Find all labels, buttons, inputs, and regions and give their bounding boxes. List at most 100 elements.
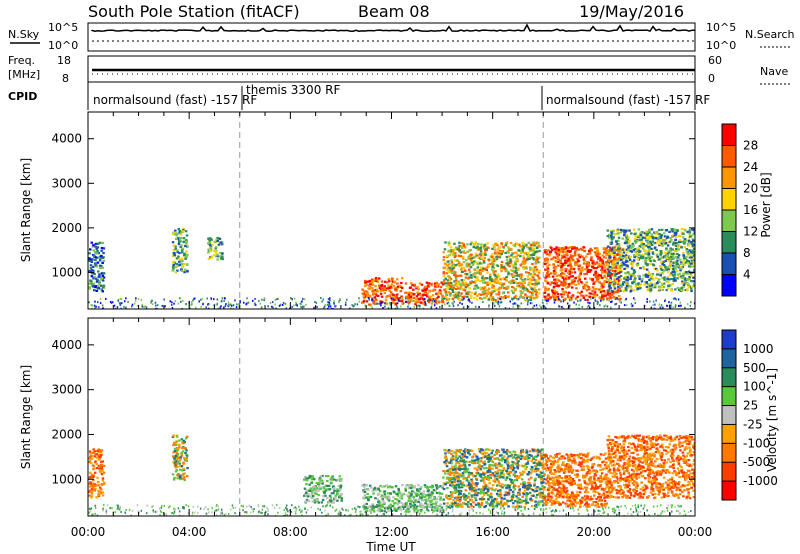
power-echo-cell-6 (558, 259, 562, 262)
power-clutter-cell (447, 301, 450, 304)
power-echo-cell-7 (689, 241, 693, 244)
power-echo-cell-5 (489, 294, 493, 297)
power-echo-cell-6 (594, 290, 597, 293)
power-clutter-cell (328, 301, 330, 304)
power-echo-cell-5 (463, 289, 467, 292)
power-echo-cell-7 (638, 238, 641, 241)
power-echo-cell-5 (455, 292, 459, 295)
power-echo-cell-7 (693, 231, 695, 234)
power-clutter-cell (171, 307, 174, 309)
cpid-segment-1: normalsound (fast) -157 RF (93, 93, 257, 107)
power-echo-cell-0 (97, 284, 100, 287)
velocity-echo-cell-3 (409, 485, 412, 488)
power-echo-cell-5 (519, 245, 522, 248)
power-echo-cell-5 (482, 259, 485, 262)
velocity-echo-cell-4 (497, 503, 500, 506)
power-echo-cell-5 (502, 287, 506, 290)
power-echo-cell-3 (380, 280, 384, 283)
velocity-echo-cell-1 (176, 477, 179, 480)
power-echo-cell-6 (602, 285, 605, 288)
power-clutter-cell (224, 305, 227, 308)
velocity-echo-cell-4 (488, 482, 491, 485)
velocity-echo-cell-2 (305, 500, 308, 503)
power-echo-cell-5 (504, 244, 507, 247)
power-echo-cell-3 (395, 293, 399, 296)
power-echo-cell-6 (590, 248, 593, 252)
power-echo-cell-5 (530, 254, 533, 257)
power-clutter-cell (693, 302, 695, 305)
power-echo-cell-5 (442, 272, 446, 275)
power-echo-cell-6 (553, 292, 556, 295)
power-echo-cell-0 (97, 275, 101, 279)
power-echo-cell-7 (623, 242, 627, 245)
power-colorbar-label-3: 16 (743, 203, 758, 217)
power-echo-cell-5 (479, 271, 482, 274)
velocity-echo-cell-1 (174, 443, 178, 447)
velocity-echo-cell-2 (309, 487, 312, 490)
velocity-echo-cell-2 (325, 484, 329, 487)
velocity-echo-cell-1 (178, 465, 182, 468)
power-clutter-cell (602, 299, 604, 301)
velocity-echo-cell-4 (504, 491, 508, 494)
power-echo-cell-5 (479, 297, 482, 300)
velocity-echo-cell-2 (333, 489, 336, 492)
power-clutter-cell (368, 298, 370, 301)
power-echo-cell-7 (620, 285, 623, 288)
power-clutter-cell (658, 303, 660, 306)
velocity-echo-cell-0 (103, 481, 106, 484)
power-echo-cell-7 (620, 262, 623, 265)
power-echo-cell-4 (434, 300, 438, 303)
velocity-echo-cell-0 (88, 460, 91, 463)
velocity-echo-cell-3 (385, 484, 388, 487)
power-echo-cell-7 (616, 247, 620, 250)
velocity-echo-cell-0 (98, 491, 101, 495)
power-echo-cell-5 (523, 281, 526, 284)
power-echo-cell-6 (584, 284, 588, 287)
velocity-echo-cell-3 (387, 509, 390, 512)
power-echo-cell-5 (460, 245, 463, 248)
power-echo-cell-6 (575, 261, 579, 264)
velocity-echo-cell-3 (401, 492, 404, 495)
power-echo-cell-7 (611, 237, 614, 240)
power-echo-cell-5 (451, 290, 455, 294)
power-echo-cell-7 (682, 259, 685, 262)
power-clutter-cell (394, 307, 397, 309)
nsearch-label: N.Search (745, 28, 795, 41)
power-echo-cell-4 (408, 299, 412, 302)
power-echo-cell-5 (534, 262, 537, 265)
power-echo-cell-5 (500, 266, 504, 269)
velocity-echo-cell-3 (362, 496, 366, 499)
velocity-echo-cell-3 (435, 500, 438, 503)
power-clutter-cell (316, 306, 318, 308)
power-echo-cell-3 (400, 281, 403, 285)
power-echo-cell-6 (561, 290, 565, 293)
power-echo-cell-6 (581, 248, 584, 251)
power-echo-cell-0 (91, 245, 95, 248)
power-echo-cell-1 (174, 271, 178, 274)
power-echo-cell-7 (679, 288, 683, 291)
power-clutter-cell (210, 297, 212, 300)
velocity-echo-cell-4 (516, 467, 520, 470)
power-echo-cell-5 (452, 294, 455, 297)
power-echo-cell-7 (656, 269, 659, 272)
power-echo-cell-7 (649, 285, 652, 288)
power-echo-cell-2 (214, 247, 217, 250)
power-clutter-cell (281, 304, 284, 306)
power-echo-cell-4 (414, 303, 417, 306)
power-echo-cell-7 (652, 264, 656, 267)
power-clutter-cell (230, 307, 232, 309)
power-echo-cell-7 (672, 278, 676, 281)
power-echo-cell-5 (469, 255, 473, 258)
power-echo-cell-0 (94, 277, 98, 280)
power-echo-cell-7 (676, 259, 679, 262)
power-echo-cell-5 (470, 280, 474, 283)
power-echo-cell-7 (610, 241, 614, 244)
power-echo-cell-7 (608, 255, 612, 259)
power-echo-cell-5 (447, 282, 451, 285)
power-echo-cell-7 (660, 228, 664, 231)
velocity-echo-cell-4 (488, 494, 491, 497)
power-echo-cell-6 (578, 264, 582, 267)
power-clutter-cell (575, 303, 577, 306)
power-echo-cell-6 (600, 261, 604, 264)
power-echo-cell-4 (423, 287, 426, 290)
